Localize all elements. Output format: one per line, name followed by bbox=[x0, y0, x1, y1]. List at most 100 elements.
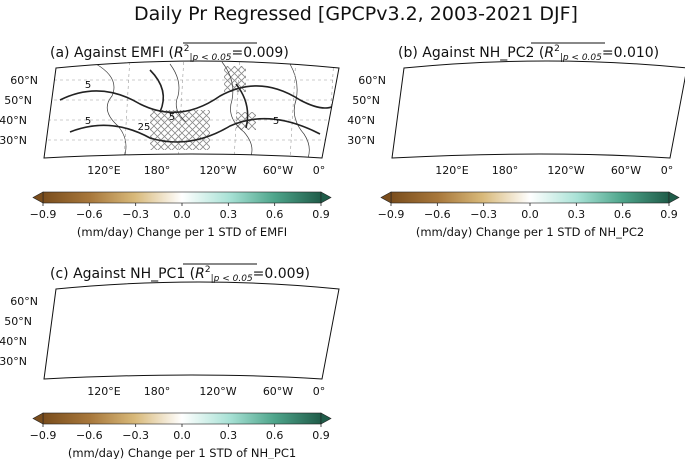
panel-b: (b) Against NH_PC2 (R2|p < 0.05=0.010)25… bbox=[347, 42, 685, 239]
longitude-label: 120°W bbox=[547, 164, 584, 177]
coastline bbox=[290, 285, 309, 379]
contour-label: 5 bbox=[85, 349, 91, 360]
contour-label: 25 bbox=[108, 311, 121, 322]
contour-line bbox=[60, 307, 340, 333]
longitude-label: 120°W bbox=[199, 164, 236, 177]
longitude-gridline bbox=[124, 277, 130, 381]
contour-label: 5 bbox=[85, 80, 91, 91]
latitude-label: 30°N bbox=[0, 134, 27, 147]
colorbar-gradient bbox=[42, 191, 322, 204]
colorbar-tick-label: 0.3 bbox=[220, 429, 238, 442]
contour-label: 25 bbox=[158, 315, 171, 326]
panel-title: (b) Against NH_PC2 (R2|p < 0.05=0.010) bbox=[398, 44, 659, 63]
contour-label: 5 bbox=[613, 138, 619, 149]
longitude-label: 60°W bbox=[263, 164, 293, 177]
contour-label: 5 bbox=[169, 112, 175, 123]
longitude-label: 120°W bbox=[199, 385, 236, 398]
contour-label: 5 bbox=[203, 337, 209, 348]
longitude-gridline bbox=[233, 61, 241, 158]
longitude-gridline bbox=[234, 277, 240, 381]
longitude-gridline bbox=[582, 56, 588, 160]
colorbar-label: (mm/day) Change per 1 STD of NH_PC1 bbox=[68, 446, 296, 459]
contour-line bbox=[236, 305, 248, 349]
longitude-label: 120°E bbox=[87, 385, 120, 398]
figure-title: Daily Pr Regressed [GPCPv3.2, 2003-2021 … bbox=[134, 3, 578, 25]
longitude-gridline bbox=[123, 61, 131, 158]
coastline bbox=[444, 64, 474, 158]
colorbar: −0.9 −0.6 −0.3 0.0 0.3 0.6 0.9 (mm/day) Change … bbox=[30, 412, 332, 459]
contour-line bbox=[149, 69, 165, 113]
colorbar-gradient bbox=[42, 412, 322, 425]
significance-hatch bbox=[82, 316, 118, 356]
colorbar-extend-max bbox=[320, 191, 332, 204]
colorbar-tick-label: −0.3 bbox=[122, 429, 149, 442]
map-frame bbox=[391, 60, 685, 159]
contour-label: 25 bbox=[238, 325, 251, 336]
coastline bbox=[170, 285, 186, 343]
coastline bbox=[169, 63, 187, 123]
longitude-label: 120°E bbox=[87, 164, 120, 177]
map-frame bbox=[43, 281, 340, 380]
contour-label: 15 bbox=[604, 93, 617, 104]
contour-label: 5 bbox=[525, 134, 531, 145]
longitude-label: 0° bbox=[661, 164, 674, 177]
longitude-label: 180° bbox=[492, 164, 519, 177]
contour-label: 25 bbox=[138, 122, 151, 133]
longitude-label: 0° bbox=[313, 385, 326, 398]
map-field: 25 15 15 5 5 bbox=[378, 56, 685, 160]
latitude-label: 50°N bbox=[352, 94, 380, 107]
longitude-label: 120°E bbox=[435, 164, 468, 177]
coastline bbox=[95, 63, 127, 158]
colorbar-label: (mm/day) Change per 1 STD of NH_PC2 bbox=[416, 225, 644, 239]
panel-title: (a) Against EMFI (R2|p < 0.05=0.009) bbox=[50, 44, 289, 63]
colorbar-extend-min bbox=[32, 412, 44, 425]
longitude-label: 0° bbox=[313, 164, 326, 177]
coastline bbox=[518, 64, 534, 122]
colorbar-tick-label: 0.0 bbox=[173, 429, 191, 442]
contour-line bbox=[428, 117, 678, 140]
colorbar-extend-max bbox=[320, 412, 332, 425]
contour-line bbox=[150, 291, 163, 333]
longitude-label: 60°W bbox=[263, 385, 293, 398]
latitude-label: 60°N bbox=[10, 74, 38, 87]
panel-title: (c) Against NH_PC1 (R2|p < 0.05=0.009) bbox=[50, 265, 310, 284]
longitude-gridline bbox=[178, 277, 184, 381]
contour-line bbox=[548, 74, 648, 84]
colorbar-tick-label: 0.3 bbox=[568, 208, 586, 221]
colorbar-tick-label: −0.3 bbox=[122, 208, 149, 221]
colorbar-tick-label: −0.6 bbox=[76, 208, 103, 221]
contour-label: 15 bbox=[82, 293, 95, 304]
latitude-label: 30°N bbox=[0, 355, 27, 368]
coastline bbox=[221, 61, 253, 158]
colorbar-tick-label: 0.0 bbox=[521, 208, 539, 221]
panel-c: (c) Against NH_PC1 (R2|p < 0.05=0.009)15… bbox=[0, 263, 350, 459]
significance-hatch bbox=[218, 316, 252, 346]
contour-line bbox=[69, 117, 321, 143]
longitude-gridline bbox=[289, 61, 297, 158]
colorbar: −0.9 −0.6 −0.3 0.0 0.3 0.6 0.9 (mm/day) Change … bbox=[378, 191, 680, 239]
contour-label: 15 bbox=[474, 116, 487, 127]
longitude-gridline bbox=[290, 277, 296, 381]
colorbar-tick-label: 0.6 bbox=[266, 208, 284, 221]
coastline bbox=[638, 64, 657, 158]
coastline bbox=[289, 63, 310, 158]
colorbar-tick-label: −0.6 bbox=[424, 208, 451, 221]
contour-line bbox=[608, 91, 678, 98]
coastline bbox=[570, 62, 600, 158]
map-frame bbox=[43, 60, 340, 159]
latitude-label: 40°N bbox=[347, 114, 375, 127]
colorbar-extend-max bbox=[668, 191, 680, 204]
contour-label: 25 bbox=[638, 68, 651, 79]
colorbar-tick-label: 0.3 bbox=[220, 208, 238, 221]
contour-label: 5 bbox=[273, 116, 279, 127]
latitude-label: 40°N bbox=[0, 335, 27, 348]
colorbar-tick-label: −0.9 bbox=[30, 208, 57, 221]
colorbar-tick-label: −0.6 bbox=[76, 429, 103, 442]
contour-line bbox=[235, 83, 249, 129]
colorbar-tick-label: −0.9 bbox=[378, 208, 405, 221]
map-field: 15 25 25 5 25 5 bbox=[30, 277, 350, 381]
latitude-label: 40°N bbox=[0, 114, 27, 127]
contour-label: 5 bbox=[85, 116, 91, 127]
colorbar-tick-label: 0.9 bbox=[312, 429, 330, 442]
